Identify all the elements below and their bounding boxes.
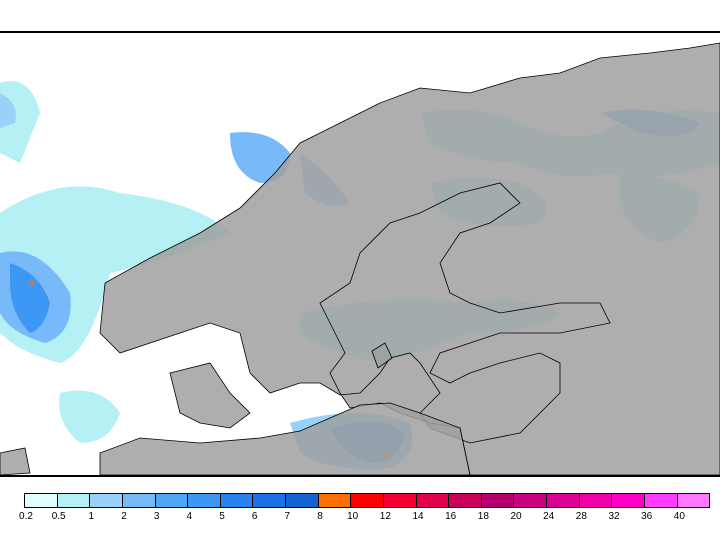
legend-swatch: [481, 494, 515, 507]
legend-swatch: [318, 494, 352, 507]
legend-swatch: [514, 494, 547, 507]
legend-swatch: [122, 494, 156, 507]
legend-label: 16: [445, 511, 457, 522]
legend-label: 24: [543, 511, 555, 522]
legend-label: 2: [121, 511, 127, 522]
legend-swatch: [579, 494, 613, 507]
legend-label: 14: [412, 511, 424, 522]
legend-label: 32: [608, 511, 620, 522]
legend-label: 3: [153, 511, 160, 522]
legend-label: 4: [186, 511, 193, 522]
legend-label: 8: [317, 511, 323, 522]
legend-label: 10: [347, 511, 359, 522]
legend-swatch: [351, 494, 384, 507]
legend-swatch: [253, 494, 286, 507]
legend-swatch: [25, 494, 58, 507]
legend-swatch: [57, 494, 91, 507]
legend-swatch: [547, 494, 580, 507]
legend-label: 0.5: [51, 511, 66, 522]
legend-swatch: [449, 494, 482, 507]
legend-swatch: [220, 494, 254, 507]
legend-swatch: [383, 494, 417, 507]
land: [0, 42, 720, 476]
legend-swatch: [90, 494, 123, 507]
legend-label: 0.2: [19, 511, 33, 522]
legend-label: 18: [477, 511, 489, 522]
legend-swatch: [677, 494, 710, 507]
legend-label: 36: [641, 511, 653, 522]
legend-label: 12: [379, 511, 391, 522]
legend-swatch: [155, 494, 189, 507]
legend-label: 6: [251, 511, 258, 522]
legend-swatch: [286, 494, 319, 507]
legend-label: 20: [510, 511, 522, 522]
legend-swatch: [644, 494, 678, 507]
precipitation-map: [0, 31, 720, 477]
legend-labels: 0.2 0.5 1 2 3 4 5 6 7 8 10 12 14 16 18 20 24 28 32 36 40: [0, 511, 720, 525]
legend-label: 7: [284, 511, 291, 522]
legend-swatch: [612, 494, 645, 507]
legend-label: 1: [88, 511, 95, 522]
legend-label: 5: [219, 511, 225, 522]
legend-swatch: [416, 494, 450, 507]
legend-label: 40: [673, 511, 685, 522]
legend-label: 28: [575, 511, 587, 522]
legend-swatch: [188, 494, 221, 507]
color-scale-legend: [24, 493, 710, 508]
